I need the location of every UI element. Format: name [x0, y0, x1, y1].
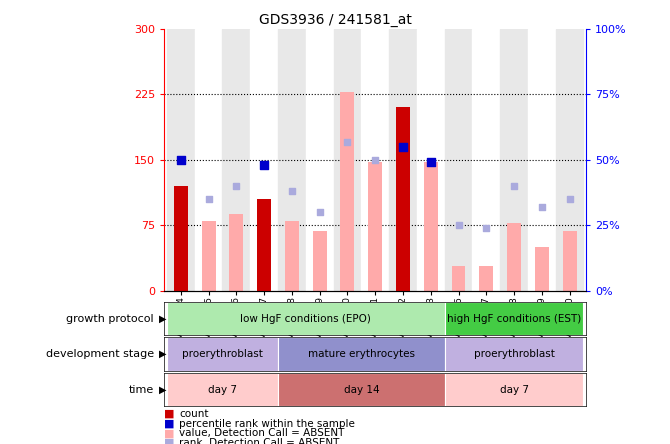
- Bar: [445, 302, 584, 335]
- Text: proerythroblast: proerythroblast: [474, 349, 555, 359]
- Bar: [424, 163, 438, 291]
- Point: [509, 182, 519, 190]
- Point: [231, 182, 242, 190]
- Text: day 7: day 7: [500, 385, 529, 395]
- Bar: [396, 107, 410, 291]
- Bar: [174, 186, 188, 291]
- Bar: [202, 221, 216, 291]
- Text: ▶: ▶: [159, 385, 166, 395]
- Bar: [167, 29, 195, 291]
- Point: [425, 159, 436, 166]
- Bar: [167, 337, 278, 371]
- Bar: [500, 29, 528, 291]
- Bar: [257, 199, 271, 291]
- Bar: [452, 266, 466, 291]
- Bar: [445, 373, 584, 406]
- Text: high HgF conditions (EST): high HgF conditions (EST): [447, 313, 581, 324]
- Bar: [278, 29, 306, 291]
- Point: [203, 195, 214, 202]
- Bar: [535, 247, 549, 291]
- Point: [564, 195, 575, 202]
- Bar: [528, 29, 555, 291]
- Bar: [369, 162, 382, 291]
- Bar: [306, 29, 334, 291]
- Text: development stage: development stage: [46, 349, 154, 359]
- Bar: [417, 29, 445, 291]
- Bar: [389, 29, 417, 291]
- Text: mature erythrocytes: mature erythrocytes: [308, 349, 415, 359]
- Point: [397, 143, 408, 150]
- Text: ■: ■: [164, 428, 175, 438]
- Bar: [472, 29, 500, 291]
- Bar: [278, 373, 445, 406]
- Text: percentile rank within the sample: percentile rank within the sample: [179, 419, 355, 428]
- Bar: [479, 266, 493, 291]
- Bar: [445, 337, 584, 371]
- Text: day 7: day 7: [208, 385, 237, 395]
- Bar: [167, 302, 445, 335]
- Bar: [555, 29, 584, 291]
- Text: ▶: ▶: [159, 349, 166, 359]
- Point: [453, 222, 464, 229]
- Text: low HgF conditions (EPO): low HgF conditions (EPO): [241, 313, 371, 324]
- Point: [259, 162, 269, 169]
- Text: ■: ■: [164, 438, 175, 444]
- Text: value, Detection Call = ABSENT: value, Detection Call = ABSENT: [179, 428, 344, 438]
- Point: [537, 203, 547, 210]
- Text: rank, Detection Call = ABSENT: rank, Detection Call = ABSENT: [179, 438, 339, 444]
- Text: proerythroblast: proerythroblast: [182, 349, 263, 359]
- Text: time: time: [129, 385, 154, 395]
- Bar: [563, 231, 576, 291]
- Point: [342, 138, 353, 145]
- Bar: [313, 231, 326, 291]
- Bar: [445, 29, 472, 291]
- Bar: [334, 29, 361, 291]
- Bar: [250, 29, 278, 291]
- Bar: [507, 223, 521, 291]
- Point: [481, 224, 492, 231]
- Bar: [195, 29, 222, 291]
- Bar: [361, 29, 389, 291]
- Text: count: count: [179, 409, 208, 419]
- Text: growth protocol: growth protocol: [66, 313, 154, 324]
- Text: ■: ■: [164, 409, 175, 419]
- Point: [287, 188, 297, 195]
- Point: [370, 156, 381, 163]
- Point: [176, 156, 186, 163]
- Bar: [340, 92, 354, 291]
- Bar: [222, 29, 250, 291]
- Text: ■: ■: [164, 419, 175, 428]
- Text: day 14: day 14: [344, 385, 379, 395]
- Text: GDS3936 / 241581_at: GDS3936 / 241581_at: [259, 13, 411, 28]
- Point: [314, 209, 325, 216]
- Bar: [229, 214, 243, 291]
- Bar: [285, 221, 299, 291]
- Text: ▶: ▶: [159, 313, 166, 324]
- Bar: [167, 373, 278, 406]
- Bar: [278, 337, 445, 371]
